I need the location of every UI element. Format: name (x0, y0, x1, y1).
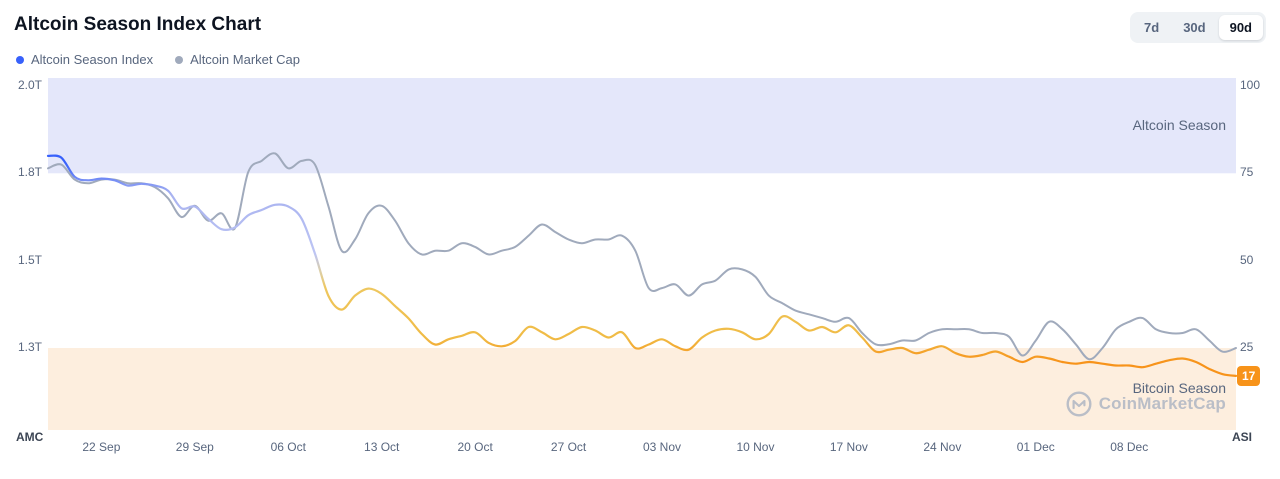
range-button-90d[interactable]: 90d (1218, 15, 1263, 40)
x-axis-tick-label: 01 Dec (1016, 440, 1055, 454)
range-button-7d[interactable]: 7d (1133, 15, 1170, 40)
x-axis-tick-label: 06 Oct (270, 440, 306, 454)
legend-item-altcoin-market-cap[interactable]: Altcoin Market Cap (175, 52, 300, 67)
x-axis-tick-label: 24 Nov (923, 440, 962, 454)
range-button-30d[interactable]: 30d (1172, 15, 1216, 40)
chart-legend: Altcoin Season Index Altcoin Market Cap (16, 52, 300, 67)
altcoin-season-zone-label: Altcoin Season (1132, 117, 1226, 133)
altcoin-market-cap-line (47, 152, 1237, 361)
x-axis-tick-label: 10 Nov (736, 440, 775, 454)
x-axis-tick-label: 08 Dec (1110, 440, 1149, 454)
x-axis-tick-label: 13 Oct (364, 440, 400, 454)
legend-dot-icon (175, 55, 184, 64)
right-axis-tick-label: 25 (1240, 340, 1254, 354)
coinmarketcap-logo-icon (1066, 391, 1092, 417)
right-axis-tick-label: 50 (1240, 252, 1254, 267)
right-axis-tick-label: 75 (1240, 165, 1254, 180)
x-axis-tick-label: 22 Sep (82, 440, 121, 454)
legend-label: Altcoin Season Index (31, 52, 154, 67)
legend-dot-icon (16, 55, 24, 64)
last-value-badge: 17 (1237, 366, 1261, 386)
time-range-selector: 7d 30d 90d (1130, 12, 1266, 43)
x-axis-tick-label: 03 Nov (643, 440, 682, 454)
x-axis-tick-label: 27 Oct (550, 440, 587, 454)
legend-label: Altcoin Market Cap (190, 52, 300, 67)
left-axis-tick-label: 1.8T (18, 165, 43, 180)
watermark-text: CoinMarketCap (1098, 394, 1226, 413)
right-axis-tick-label: 100 (1240, 78, 1261, 92)
right-axis-title: ASI (1232, 430, 1253, 444)
altcoin-season-index-line (46, 154, 1238, 377)
left-axis-tick-label: 1.3T (18, 340, 43, 354)
x-axis-tick-label: 17 Nov (829, 440, 868, 454)
x-axis-tick-label: 20 Oct (457, 440, 493, 454)
altcoin-season-zone (48, 78, 1236, 174)
page-title: Altcoin Season Index Chart (14, 14, 262, 35)
left-axis-title: AMC (16, 430, 44, 444)
left-axis-tick-label: 1.5T (18, 252, 43, 267)
bitcoin-season-zone-label: Bitcoin Season (1132, 380, 1226, 396)
bitcoin-season-zone (48, 348, 1236, 430)
coinmarketcap-watermark: CoinMarketCap (1066, 391, 1226, 417)
legend-item-altcoin-season-index[interactable]: Altcoin Season Index (16, 52, 153, 67)
left-axis-tick-label: 2.0T (18, 78, 43, 92)
x-axis-tick-label: 29 Sep (175, 440, 214, 454)
